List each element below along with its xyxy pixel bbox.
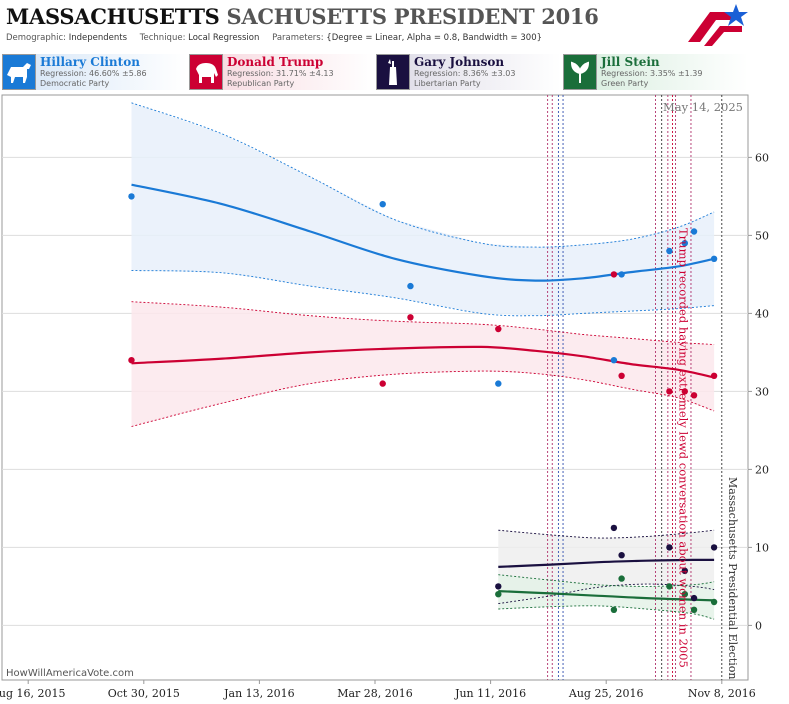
- demographic-value: Independents: [68, 33, 128, 43]
- upper-bound-line: [131, 301, 715, 346]
- confidence-band: [131, 102, 715, 316]
- legend-name: Jill Stein: [601, 55, 660, 69]
- liberty-icon: [376, 54, 410, 90]
- y-tick-label: 30: [755, 385, 769, 398]
- y-tick-label: 20: [755, 463, 769, 476]
- y-tick-label: 0: [755, 619, 762, 632]
- data-point: [666, 247, 673, 255]
- data-point: [610, 524, 618, 532]
- lower-bound-line: [131, 370, 715, 427]
- legend-regression: Regression: 3.35% ±1.39: [601, 69, 703, 78]
- data-point: [379, 380, 386, 387]
- legend-item-trump: Donald Trump Regression: 31.71% ±4.13 Re…: [189, 54, 374, 92]
- data-point: [610, 357, 618, 364]
- data-point: [379, 201, 386, 208]
- legend-item-johnson: Gary Johnson Regression: 8.36% ±3.03 Lib…: [376, 54, 561, 92]
- date-annotation: May 14, 2025: [663, 100, 743, 114]
- legend-regression: Regression: 31.71% ±4.13: [227, 69, 334, 78]
- data-point: [690, 392, 698, 399]
- data-point: [710, 255, 718, 262]
- title-part-2: SACHUSETTS PRESIDENT 2016: [226, 4, 599, 29]
- x-tick-label: Nov 8, 2016: [688, 687, 756, 700]
- y-tick-label: 50: [755, 229, 769, 242]
- data-point: [681, 567, 689, 574]
- x-tick-label: Jan 13, 2016: [223, 687, 295, 700]
- x-tick-label: Aug 25, 2016: [568, 687, 644, 700]
- data-point: [618, 271, 625, 278]
- chart-title: MASSACHUSETTS SACHUSETTS PRESIDENT 2016: [6, 4, 599, 29]
- legend-party: Libertarian Party: [414, 79, 481, 88]
- data-point: [618, 552, 625, 559]
- legend-regression: Regression: 46.60% ±5.86: [40, 69, 147, 78]
- data-point: [681, 388, 689, 395]
- site-logo-icon: [688, 4, 748, 46]
- data-point: [495, 380, 502, 387]
- legend-name: Donald Trump: [227, 55, 324, 69]
- trend-line: [131, 345, 715, 379]
- data-point: [495, 591, 502, 598]
- data-point: [495, 583, 502, 590]
- title-part-1: MASSACHUSETTS: [6, 4, 220, 29]
- lower-bound-line: [131, 270, 715, 317]
- donkey-icon: [2, 54, 36, 90]
- data-point: [407, 282, 414, 290]
- demographic-label: Demographic:: [6, 33, 67, 43]
- legend-party: Green Party: [601, 79, 649, 88]
- elephant-icon: [189, 54, 223, 90]
- data-point: [618, 575, 625, 582]
- data-point: [710, 372, 718, 379]
- data-point: [690, 228, 698, 235]
- legend-item-stein: Jill Stein Regression: 3.35% ±1.39 Green…: [563, 54, 748, 92]
- data-point: [666, 388, 673, 395]
- parameters-value: {Degree = Linear, Alpha = 0.8, Bandwidth…: [326, 33, 543, 43]
- legend-party: Republican Party: [227, 79, 295, 88]
- data-point: [690, 594, 698, 602]
- data-point: [666, 583, 673, 590]
- data-point: [710, 544, 718, 551]
- parameters-label: Parameters:: [272, 33, 324, 43]
- data-point: [495, 325, 502, 333]
- upper-bound-line: [498, 529, 715, 539]
- technique-value: Local Regression: [188, 33, 260, 43]
- watermark: HowWillAmericaVote.com: [6, 668, 134, 679]
- x-tick-label: Jun 11, 2016: [454, 687, 526, 700]
- legend-item-clinton: Hillary Clinton Regression: 46.60% ±5.86…: [2, 54, 187, 92]
- data-point: [128, 357, 135, 364]
- legend-regression: Regression: 8.36% ±3.03: [414, 69, 516, 78]
- data-point: [407, 314, 414, 321]
- data-point: [681, 240, 689, 247]
- chart-header: MASSACHUSETTS SACHUSETTS PRESIDENT 2016 …: [0, 0, 789, 52]
- trend-line: [498, 558, 715, 568]
- y-tick-label: 40: [755, 307, 769, 320]
- chart-subtitle: Demographic: Independents Technique: Loc…: [6, 33, 542, 43]
- legend-name: Hillary Clinton: [40, 55, 140, 69]
- upper-bound-line: [131, 102, 715, 248]
- data-point: [618, 372, 625, 379]
- y-tick-label: 60: [755, 151, 769, 164]
- data-point: [610, 271, 618, 278]
- data-point: [681, 591, 689, 598]
- data-point: [666, 544, 673, 551]
- event-annotation: Massachusetts Presidential Election: [726, 477, 739, 679]
- data-point: [690, 606, 698, 613]
- legend-party: Democratic Party: [40, 79, 110, 88]
- x-tick-label: Oct 30, 2015: [108, 687, 180, 700]
- lower-bound-line: [498, 583, 715, 605]
- upper-bound-line: [498, 574, 715, 587]
- trend-line: [131, 183, 715, 282]
- x-tick-label: Aug 16, 2015: [0, 687, 65, 700]
- data-point: [710, 598, 718, 606]
- data-point: [128, 193, 135, 200]
- x-tick-label: Mar 28, 2016: [337, 687, 413, 700]
- leaf-icon: [563, 54, 597, 90]
- legend-name: Gary Johnson: [414, 55, 505, 69]
- technique-label: Technique:: [139, 33, 186, 43]
- event-annotation: Trump recorded having extremely lewd con…: [676, 228, 690, 668]
- lower-bound-line: [498, 605, 715, 620]
- data-point: [610, 606, 618, 613]
- confidence-band: [131, 301, 715, 427]
- y-tick-label: 10: [755, 541, 769, 554]
